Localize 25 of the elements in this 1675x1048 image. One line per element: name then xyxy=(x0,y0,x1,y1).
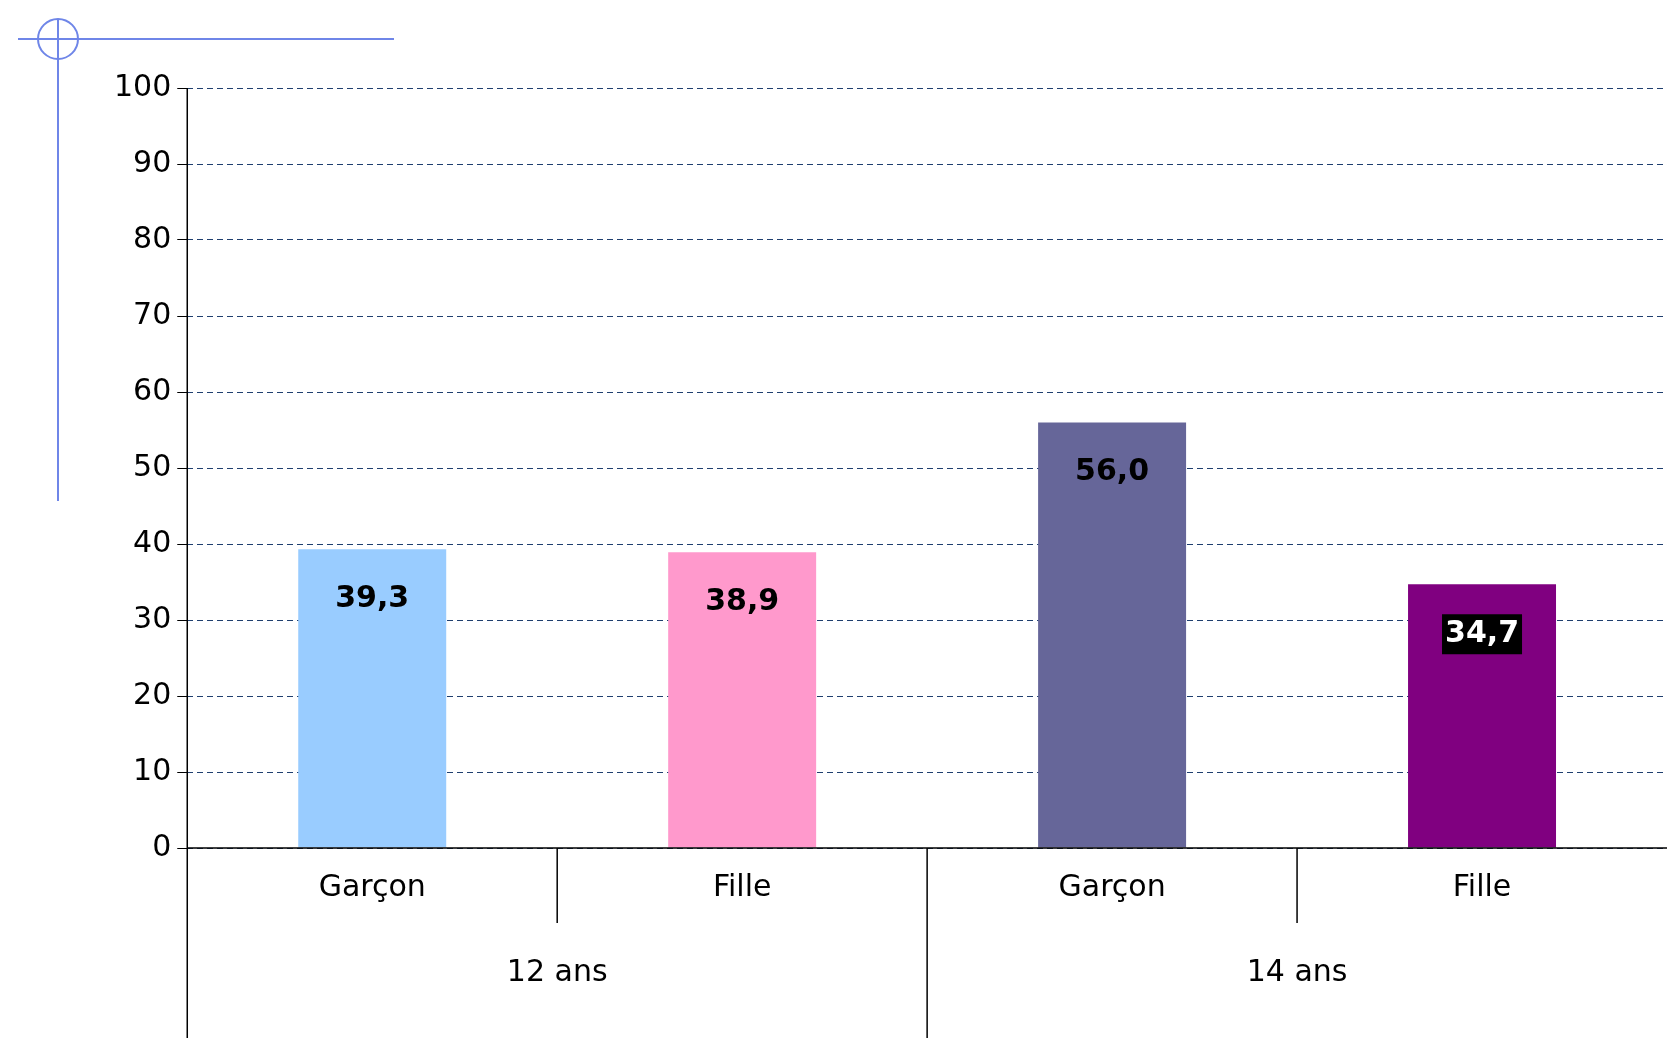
x-tick-label: Garçon xyxy=(318,867,426,903)
x-tick-label: Fille xyxy=(712,867,772,903)
y-tick-label: 0 xyxy=(152,827,172,863)
bar xyxy=(1408,584,1557,848)
bar xyxy=(1038,422,1187,848)
y-tick-label: 40 xyxy=(133,523,172,559)
y-tick-label: 80 xyxy=(133,219,172,255)
bar xyxy=(668,552,817,848)
y-tick-label: 90 xyxy=(133,143,172,179)
y-tick-label: 60 xyxy=(133,371,172,407)
x-tick-label: Fille xyxy=(1452,867,1512,903)
data-label: 38,9 xyxy=(705,582,780,618)
bar xyxy=(298,549,447,848)
y-tick-label: 10 xyxy=(133,751,172,787)
y-tick-label: 100 xyxy=(114,67,172,103)
text: 12 ans xyxy=(506,952,608,988)
y-tick-label: 20 xyxy=(133,675,172,711)
y-tick-label: 50 xyxy=(133,447,172,483)
y-tick-label: 70 xyxy=(133,295,172,331)
data-label: 34,7 xyxy=(1445,614,1520,650)
x-tick-label: Garçon xyxy=(1058,867,1166,903)
data-label: 56,0 xyxy=(1075,452,1150,488)
text: 14 ans xyxy=(1246,952,1348,988)
data-label: 39,3 xyxy=(335,579,410,615)
y-tick-label: 30 xyxy=(133,599,172,635)
